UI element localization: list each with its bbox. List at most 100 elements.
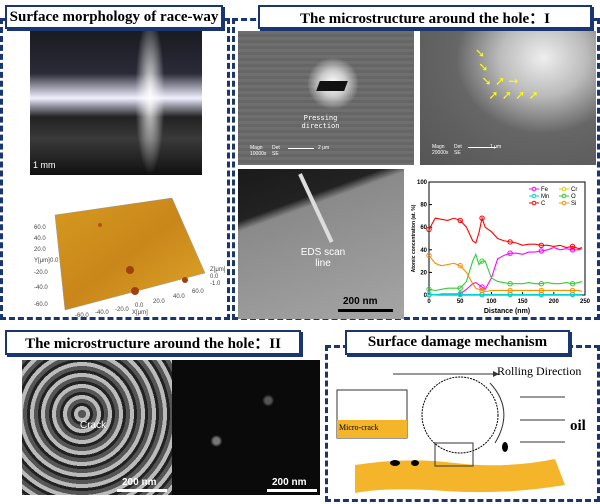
legend-label: O — [571, 194, 576, 200]
sem-image-zoom: ➘ ➘ ➘ ➚ ➙ ➚ ➚ ➚ ➚ Magn 20000x Det SE 1 μ… — [420, 31, 596, 165]
data-point-si — [507, 287, 513, 294]
scale-label: 200 nm — [122, 477, 157, 488]
plot-frame — [428, 181, 586, 296]
sem-det: Det SE — [454, 144, 462, 156]
afm-x-tick: 40.0 — [173, 294, 185, 300]
legend-marker — [561, 200, 567, 206]
legend-label: Si — [571, 201, 576, 207]
series-line-c — [428, 216, 583, 250]
panel-title-damage-mechanism: Surface damage mechanism — [345, 330, 570, 355]
legend-marker — [561, 193, 567, 199]
afm-surface — [54, 197, 206, 311]
x-tick-label: 0 — [427, 299, 431, 305]
rolling-direction-label: Rolling Direction — [497, 364, 582, 378]
y-tick-label: 40 — [420, 248, 427, 254]
sem-scale: 1 μm — [490, 144, 502, 150]
data-point-si — [538, 287, 545, 294]
data-point-si — [479, 287, 485, 294]
data-point-fe — [507, 250, 513, 256]
legend-marker — [531, 193, 537, 199]
afm-x-tick: 20.0 — [153, 299, 165, 305]
data-point-c — [457, 217, 463, 224]
panel-title-microstructure-2: The microstructure around the hole：II — [5, 330, 301, 355]
afm-3d-image: Y[μm] 60.0 40.0 20.0 0.0 -20.0 -40.0 -60… — [20, 185, 225, 320]
afm-x-tick: 0.0 — [135, 303, 144, 309]
x-tick-label: 100 — [486, 299, 497, 305]
afm-y-tick: -40.0 — [34, 285, 48, 291]
y-axis-label: Atomic concentration (at. %) — [411, 204, 417, 272]
afm-z-tick: -1.0 — [210, 281, 221, 287]
y-tick-label: 60 — [420, 225, 427, 231]
legend-label: Mn — [541, 194, 549, 200]
afm-y-tick: 60.0 — [34, 225, 46, 231]
data-point-c — [569, 243, 576, 250]
panel-title-microstructure-1: The microstructure around the hole：I — [258, 5, 592, 29]
micro-crack-label: Micro-crack — [339, 423, 379, 432]
scale-label: 200 nm — [272, 477, 307, 488]
data-point-o — [479, 258, 485, 264]
legend-marker — [531, 186, 537, 192]
panel-title-surface-morphology: Surface morphology of race-way — [5, 5, 223, 29]
data-point-si — [569, 287, 576, 294]
afm-x-tick: -60.0 — [75, 313, 89, 319]
sem-magn: Magn 20000x — [432, 144, 449, 156]
data-point-o — [569, 281, 576, 287]
afm-y-tick: 20.0 — [34, 247, 46, 253]
series-line-si — [428, 255, 583, 293]
x-axis-label: Distance (nm) — [484, 308, 530, 315]
y-tick-label: 20 — [420, 270, 427, 276]
y-tick-label: 80 — [420, 203, 427, 209]
data-point-fe — [569, 247, 576, 253]
series-line-fe — [429, 246, 583, 296]
x-tick-label: 150 — [518, 299, 529, 305]
afm-x-tick: 60.0 — [192, 289, 204, 295]
data-point-si — [426, 252, 432, 259]
data-point-o — [426, 286, 432, 293]
damage-mechanism-diagram — [336, 371, 565, 493]
arrow-icons: ➘ ➘ ➘ ➚ ➙ ➚ ➚ ➚ ➚ — [475, 46, 539, 102]
sem-image-hole: Pressing direction Magn 10000x Det SE 2 … — [238, 31, 414, 165]
eds-chart: 0 50 100 150 200 250 0 20 40 60 80 100 Distance (nm)… — [411, 180, 591, 315]
sem-magn: Magn 10000x — [250, 145, 267, 157]
legend-label: Fe — [541, 187, 549, 193]
legend-marker — [531, 200, 537, 206]
data-point-fe — [538, 248, 545, 254]
afm-z-tick: 0.0 — [210, 274, 219, 280]
afm-y-tick: 0.0 — [50, 258, 59, 264]
data-point-fe — [479, 284, 485, 290]
data-point-mn — [426, 291, 432, 298]
data-point-c — [538, 242, 545, 248]
afm-z-label: Z[μm] — [210, 267, 226, 273]
x-tick-label: 250 — [580, 299, 591, 305]
x-tick-label: 200 — [549, 299, 560, 305]
tem-dark-field: 200 nm — [172, 360, 320, 495]
data-point-c — [426, 226, 432, 233]
afm-y-tick: -20.0 — [34, 270, 48, 276]
data-point-si — [457, 262, 463, 269]
legend-label: C — [541, 201, 546, 207]
data-point-c — [479, 215, 485, 221]
afm-y-label: Y[μm] — [34, 258, 50, 264]
tem-scale: 200 nm — [343, 296, 378, 307]
legend-marker — [561, 186, 567, 192]
legend-label: Cr — [571, 187, 577, 193]
data-point-o — [538, 281, 545, 287]
crack-label: Crack — [80, 420, 107, 431]
raceway-photo: 1 mm — [30, 30, 202, 175]
afm-x-tick: -20.0 — [115, 307, 129, 313]
pressing-direction-label: Pressing direction — [301, 114, 340, 130]
tem-bright-field: Crack 200 nm — [22, 360, 172, 495]
y-tick-label: 0 — [424, 293, 428, 299]
data-point-mn — [457, 291, 463, 298]
afm-y-tick: 40.0 — [34, 236, 46, 242]
y-tick-label: 100 — [417, 180, 428, 186]
afm-y-tick: -60.0 — [34, 302, 48, 308]
series-line-o — [428, 252, 583, 292]
oil-label: oil — [570, 418, 586, 434]
scale-label: 1 mm — [33, 160, 56, 170]
data-point-o — [457, 285, 463, 291]
x-tick-label: 50 — [457, 299, 464, 305]
afm-x-label: X[μm] — [132, 310, 148, 316]
eds-scan-line-label: EDS scan line — [300, 247, 346, 269]
afm-x-tick: -40.0 — [95, 310, 109, 316]
